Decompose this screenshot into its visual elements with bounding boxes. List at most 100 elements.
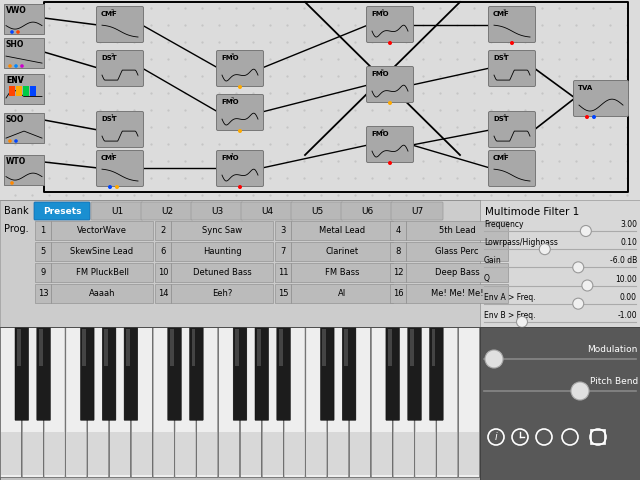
Text: Eeh?: Eeh? [212,289,232,298]
Text: CMF: CMF [101,155,118,161]
Text: 0.00: 0.00 [620,293,637,301]
Bar [241,432,261,475]
FancyBboxPatch shape [262,327,284,478]
Bar [291,284,393,303]
Bar [191,329,195,366]
FancyBboxPatch shape [367,7,413,43]
Text: 2: 2 [161,226,166,235]
Text: 6: 6 [381,129,384,134]
Text: 9: 9 [40,268,45,277]
Circle shape [8,64,12,68]
Text: Aaaah: Aaaah [89,289,115,298]
Text: DST: DST [493,116,509,122]
FancyBboxPatch shape [216,50,264,86]
Text: 11: 11 [278,268,288,277]
FancyBboxPatch shape [97,7,143,43]
Bar [591,430,605,444]
Bar [394,432,413,475]
Text: 4: 4 [396,226,401,235]
FancyBboxPatch shape [216,95,264,131]
Bar [372,432,392,475]
Text: CMF: CMF [493,155,509,161]
Text: FMO: FMO [371,11,388,17]
Text: 3: 3 [280,226,285,235]
FancyBboxPatch shape [168,327,181,420]
Bar [406,242,508,261]
Text: Sync Saw: Sync Saw [202,226,242,235]
Bar [0,0,640,200]
Bar [431,329,435,366]
Text: Deep Bass: Deep Bass [435,268,479,277]
Circle shape [485,350,503,368]
Circle shape [585,115,589,119]
Bar [35,284,51,303]
FancyBboxPatch shape [15,327,29,420]
Text: 7: 7 [280,247,285,256]
Bar [275,221,291,240]
Text: 10: 10 [157,268,168,277]
FancyBboxPatch shape [342,327,356,420]
Bar [328,432,348,475]
Bar [170,329,173,366]
Text: 1: 1 [230,153,234,158]
Text: DST: DST [101,116,116,122]
Bar [171,263,273,282]
Text: 4: 4 [381,9,384,14]
Bar [390,242,406,261]
Bar [35,263,51,282]
FancyBboxPatch shape [97,50,143,86]
Text: Presets: Presets [43,206,81,216]
Text: Gain: Gain [484,256,502,265]
Bar [406,263,508,282]
FancyBboxPatch shape [488,151,536,187]
FancyBboxPatch shape [109,327,131,478]
Bar [4,74,44,104]
Text: VWO: VWO [6,6,27,15]
Bar [83,329,86,366]
Text: -6.0 dB: -6.0 dB [610,256,637,265]
Circle shape [14,139,18,143]
Text: 4: 4 [502,114,506,119]
Bar [235,329,239,366]
Bar [275,242,291,261]
Circle shape [573,262,584,273]
Text: Multimode Filter 1: Multimode Filter 1 [485,207,579,217]
Circle shape [10,181,14,185]
Circle shape [238,129,242,133]
Text: Frequency: Frequency [484,220,524,229]
Bar [406,284,508,303]
Bar [1,432,21,475]
Bar [67,432,86,475]
Bar [132,432,152,475]
Bar [437,432,457,475]
Bar [406,221,508,240]
Text: WTO: WTO [6,157,26,166]
FancyBboxPatch shape [44,327,65,478]
FancyBboxPatch shape [131,327,152,478]
FancyBboxPatch shape [240,327,262,478]
Text: Me! Me! Me!: Me! Me! Me! [431,289,483,298]
Bar [390,263,406,282]
Text: -1.00: -1.00 [618,311,637,320]
Text: 5th Lead: 5th Lead [438,226,476,235]
FancyBboxPatch shape [255,327,269,420]
Text: 1: 1 [40,226,45,235]
Bar [219,432,239,475]
Text: Bank: Bank [4,206,29,216]
FancyBboxPatch shape [321,327,334,420]
Bar [279,329,283,366]
Text: SHO: SHO [6,40,24,49]
Text: Detuned Bass: Detuned Bass [193,268,252,277]
Circle shape [108,185,112,189]
Bar [344,329,348,366]
FancyBboxPatch shape [22,327,44,478]
Text: FM Bass: FM Bass [324,268,359,277]
Text: FMO: FMO [221,99,239,105]
FancyBboxPatch shape [458,327,480,478]
Text: 13: 13 [38,289,48,298]
Circle shape [388,161,392,165]
FancyBboxPatch shape [386,327,399,420]
Bar [4,4,44,34]
Bar [0,327,480,480]
Text: FMO: FMO [371,131,388,137]
